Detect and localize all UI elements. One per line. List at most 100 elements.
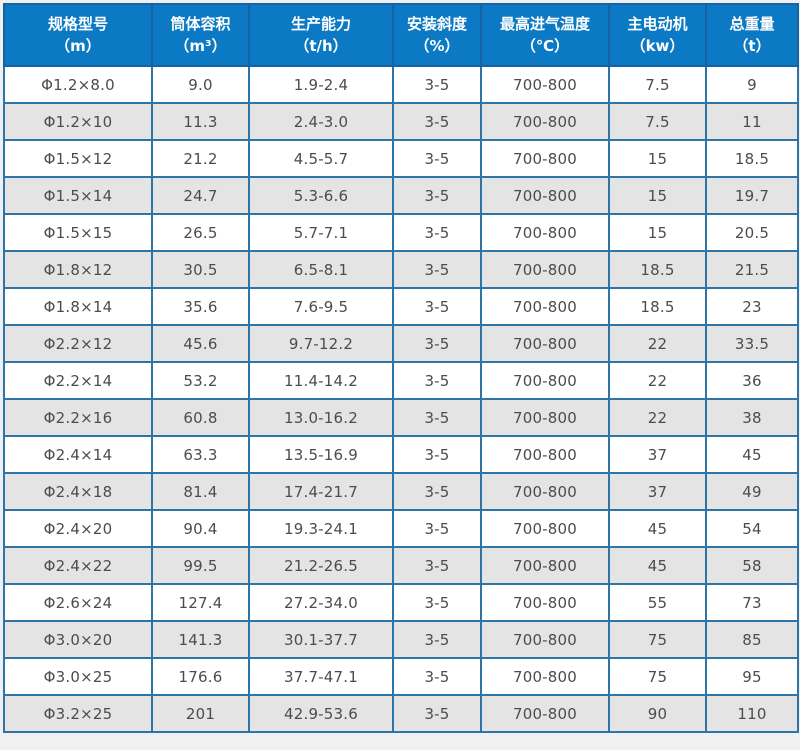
table-cell: 27.2-34.0 [248, 583, 394, 622]
table-cell: 700-800 [480, 546, 610, 585]
table-cell: Φ2.6×24 [3, 583, 153, 622]
table-row: Φ2.4×14 63.3 13.5-16.9 3-5 700-800 37 45 [3, 435, 799, 474]
column-title: 规格型号 [47, 14, 108, 33]
table-row: Φ3.0×25 176.6 37.7-47.1 3-5 700-800 75 95 [3, 657, 799, 696]
table-cell: 54 [705, 509, 799, 548]
table-cell: 58 [705, 546, 799, 585]
table-cell: 3-5 [392, 139, 482, 178]
table-cell: 18.5 [705, 139, 799, 178]
table-cell: 75 [608, 657, 707, 696]
table-row: Φ1.5×14 24.7 5.3-6.6 3-5 700-800 15 19.7 [3, 176, 799, 215]
header-row: 规格型号 （m） 筒体容积 （m³） 生产能力 （t/h） 安装斜度 （%） 最高进气温度 （℃）… [3, 3, 799, 67]
table-row: Φ1.8×12 30.5 6.5-8.1 3-5 700-800 18.5 21.5 [3, 250, 799, 289]
table-cell: 99.5 [151, 546, 250, 585]
table-row: Φ2.2×16 60.8 13.0-16.2 3-5 700-800 22 38 [3, 398, 799, 437]
table-row: Φ1.2×8.0 9.0 1.9-2.4 3-5 700-800 7.5 9 [3, 65, 799, 104]
table-cell: Φ1.5×12 [3, 139, 153, 178]
table-cell: 700-800 [480, 176, 610, 215]
table-cell: 7.5 [608, 65, 707, 104]
column-header: 筒体容积 （m³） [151, 3, 250, 67]
table-cell: 18.5 [608, 287, 707, 326]
table-row: Φ3.0×20 141.3 30.1-37.7 3-5 700-800 75 85 [3, 620, 799, 659]
table-cell: 700-800 [480, 583, 610, 622]
table-cell: 45 [608, 509, 707, 548]
table-cell: 3-5 [392, 435, 482, 474]
table-cell: 176.6 [151, 657, 250, 696]
table-cell: 700-800 [480, 102, 610, 141]
table-cell: 30.1-37.7 [248, 620, 394, 659]
table-cell: 90.4 [151, 509, 250, 548]
table-cell: 3-5 [392, 361, 482, 400]
column-unit: （t） [733, 37, 771, 55]
table-cell: 3-5 [392, 583, 482, 622]
column-unit: （℃） [520, 37, 570, 55]
table-cell: Φ1.8×12 [3, 250, 153, 289]
column-header: 规格型号 （m） [3, 3, 153, 67]
table-cell: 75 [608, 620, 707, 659]
table-cell: 11 [705, 102, 799, 141]
table-cell: 21.5 [705, 250, 799, 289]
table-cell: 17.4-21.7 [248, 472, 394, 511]
table-cell: 85 [705, 620, 799, 659]
table-cell: Φ1.2×8.0 [3, 65, 153, 104]
table-cell: 63.3 [151, 435, 250, 474]
table-cell: Φ1.5×14 [3, 176, 153, 215]
spec-table: 规格型号 （m） 筒体容积 （m³） 生产能力 （t/h） 安装斜度 （%） 最高进气温度 （℃）… [3, 3, 799, 733]
table-cell: 6.5-8.1 [248, 250, 394, 289]
table-cell: 21.2-26.5 [248, 546, 394, 585]
table-cell: 36 [705, 361, 799, 400]
column-header: 最高进气温度 （℃） [480, 3, 610, 67]
table-cell: 4.5-5.7 [248, 139, 394, 178]
table-cell: 49 [705, 472, 799, 511]
table-cell: 19.3-24.1 [248, 509, 394, 548]
table-cell: 13.5-16.9 [248, 435, 394, 474]
table-cell: Φ1.5×15 [3, 213, 153, 252]
table-cell: 201 [151, 694, 250, 733]
table-cell: 22 [608, 324, 707, 363]
table-cell: 81.4 [151, 472, 250, 511]
table-cell: Φ3.2×25 [3, 694, 153, 733]
column-title: 最高进气温度 [499, 14, 590, 33]
table-cell: 45 [705, 435, 799, 474]
column-unit: （kw） [630, 37, 685, 55]
table-cell: 45 [608, 546, 707, 585]
table-cell: 95 [705, 657, 799, 696]
table-cell: Φ1.2×10 [3, 102, 153, 141]
table-cell: 30.5 [151, 250, 250, 289]
table-cell: 3-5 [392, 694, 482, 733]
table-row: Φ2.2×14 53.2 11.4-14.2 3-5 700-800 22 36 [3, 361, 799, 400]
column-title: 筒体容积 [170, 14, 231, 33]
table-cell: 22 [608, 361, 707, 400]
table-cell: 5.7-7.1 [248, 213, 394, 252]
table-cell: 3-5 [392, 509, 482, 548]
table-row: Φ1.2×10 11.3 2.4-3.0 3-5 700-800 7.5 11 [3, 102, 799, 141]
table-cell: Φ2.4×18 [3, 472, 153, 511]
table-row: Φ2.4×18 81.4 17.4-21.7 3-5 700-800 37 49 [3, 472, 799, 511]
table-cell: 11.4-14.2 [248, 361, 394, 400]
table-head: 规格型号 （m） 筒体容积 （m³） 生产能力 （t/h） 安装斜度 （%） 最高进气温度 （℃）… [3, 3, 799, 67]
column-unit: （%） [414, 37, 460, 55]
table-cell: 3-5 [392, 65, 482, 104]
table-cell: 1.9-2.4 [248, 65, 394, 104]
table-cell: 3-5 [392, 620, 482, 659]
table-cell: 53.2 [151, 361, 250, 400]
column-unit: （m） [55, 37, 101, 55]
table-cell: 33.5 [705, 324, 799, 363]
table-cell: Φ2.2×14 [3, 361, 153, 400]
table-cell: 55 [608, 583, 707, 622]
column-header: 主电动机 （kw） [608, 3, 707, 67]
table-cell: 18.5 [608, 250, 707, 289]
table-row: Φ1.8×14 35.6 7.6-9.5 3-5 700-800 18.5 23 [3, 287, 799, 326]
table-cell: Φ2.4×14 [3, 435, 153, 474]
table-cell: 23 [705, 287, 799, 326]
table-cell: 45.6 [151, 324, 250, 363]
table-cell: 3-5 [392, 546, 482, 585]
table-cell: 700-800 [480, 324, 610, 363]
table-row: Φ1.5×15 26.5 5.7-7.1 3-5 700-800 15 20.5 [3, 213, 799, 252]
table-cell: 141.3 [151, 620, 250, 659]
table-cell: Φ3.0×25 [3, 657, 153, 696]
column-unit: （t/h） [294, 37, 348, 55]
table-cell: 9.0 [151, 65, 250, 104]
table-cell: 3-5 [392, 657, 482, 696]
